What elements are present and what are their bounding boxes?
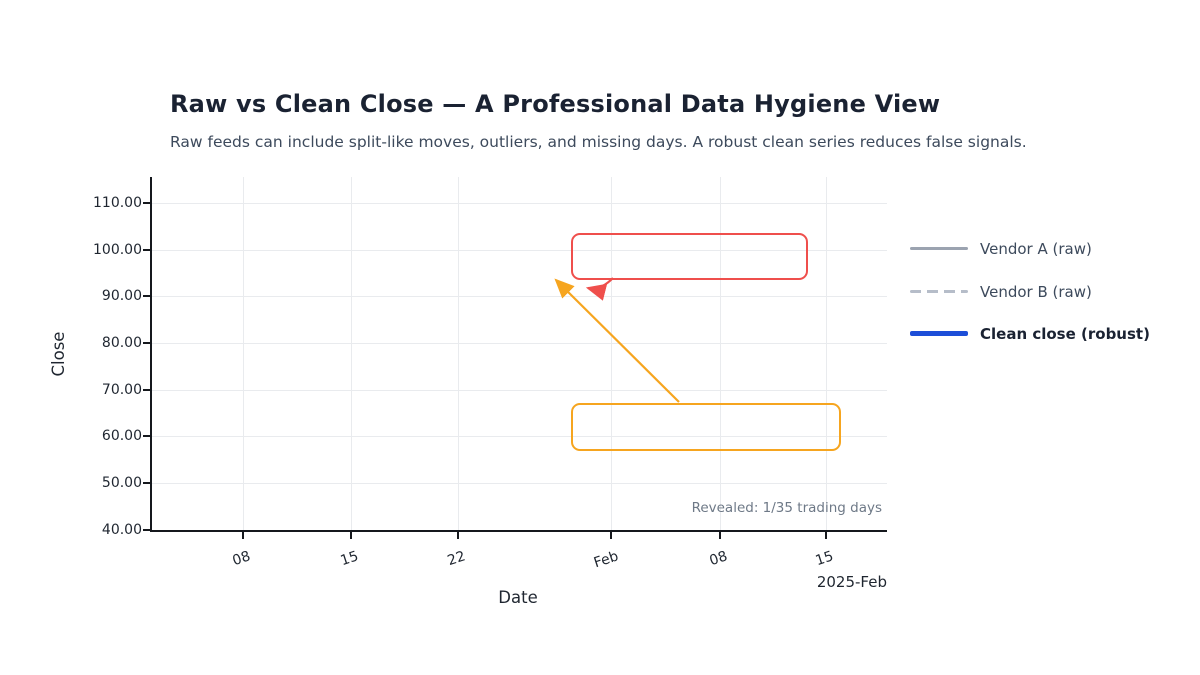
gridline-v: [720, 177, 721, 530]
vendor-a-line-swatch: [910, 247, 968, 250]
x-tick-mark: [457, 532, 459, 539]
y-tick-mark: [143, 435, 150, 437]
legend-label: Clean close (robust): [980, 325, 1150, 343]
gridline-h: [152, 390, 887, 391]
gridline-v: [611, 177, 612, 530]
annotation-box-orange: [571, 403, 841, 451]
gridline-h: [152, 296, 887, 297]
y-tick-mark: [143, 529, 150, 531]
y-tick-mark: [143, 482, 150, 484]
gridline-h: [152, 203, 887, 204]
x-tick-mark: [825, 532, 827, 539]
y-tick-label: 100.00: [93, 242, 142, 258]
gridline-h: [152, 250, 887, 251]
y-tick-mark: [143, 389, 150, 391]
y-tick-mark: [143, 342, 150, 344]
x-tick-label: 15: [338, 548, 361, 570]
vendor-b-dashed-line-swatch: [910, 290, 968, 293]
x-axis-title: Date: [498, 588, 538, 607]
x-tick-label: 08: [230, 548, 253, 570]
y-tick-label: 60.00: [101, 428, 142, 444]
x-tick-label: Feb: [591, 548, 621, 572]
legend-label: Vendor B (raw): [980, 283, 1092, 301]
gridline-h: [152, 436, 887, 437]
y-axis-spine: [150, 177, 152, 532]
x-tick-label: 22: [445, 548, 468, 570]
x-axis-period-label: 2025-Feb: [816, 573, 887, 591]
gridline-h: [152, 483, 887, 484]
y-tick-label: 70.00: [101, 382, 142, 398]
y-tick-mark: [143, 249, 150, 251]
gridline-h: [152, 343, 887, 344]
gridline-v: [826, 177, 827, 530]
y-tick-mark: [143, 295, 150, 297]
x-axis-spine: [150, 530, 887, 532]
chart-title: Raw vs Clean Close — A Professional Data…: [170, 90, 941, 118]
y-axis-title: Close: [49, 331, 68, 377]
chart-subtitle: Raw feeds can include split-like moves, …: [170, 133, 1027, 151]
annotation-box-red: [571, 233, 808, 280]
x-tick-mark: [610, 532, 612, 539]
y-tick-label: 50.00: [101, 475, 142, 491]
revealed-status-note: Revealed: 1/35 trading days: [691, 500, 882, 516]
y-tick-mark: [143, 202, 150, 204]
gridline-v: [351, 177, 352, 530]
x-tick-mark: [719, 532, 721, 539]
y-tick-label: 40.00: [101, 522, 142, 538]
y-tick-label: 80.00: [101, 335, 142, 351]
legend-item-vendor-a: Vendor A (raw): [910, 239, 1180, 259]
x-tick-mark: [242, 532, 244, 539]
legend-item-vendor-b: Vendor B (raw): [910, 282, 1180, 302]
gridline-v: [458, 177, 459, 530]
y-tick-label: 90.00: [101, 288, 142, 304]
legend-item-clean-close: Clean close (robust): [910, 324, 1180, 344]
legend-label: Vendor A (raw): [980, 240, 1092, 258]
x-tick-mark: [350, 532, 352, 539]
orange-arrow: [554, 278, 680, 403]
y-tick-label: 110.00: [93, 195, 142, 211]
x-tick-label: 08: [707, 548, 730, 570]
clean-close-line-swatch: [910, 331, 968, 336]
gridline-v: [243, 177, 244, 530]
